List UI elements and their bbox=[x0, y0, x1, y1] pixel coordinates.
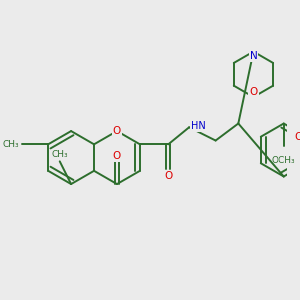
Text: O: O bbox=[113, 126, 121, 136]
Text: CH₃: CH₃ bbox=[51, 149, 68, 158]
Text: OCH₃: OCH₃ bbox=[272, 156, 296, 165]
Text: N: N bbox=[250, 51, 257, 61]
Text: O: O bbox=[295, 132, 300, 142]
Text: O: O bbox=[113, 151, 121, 161]
Text: HN: HN bbox=[191, 121, 206, 131]
Text: O: O bbox=[164, 172, 172, 182]
Text: O: O bbox=[249, 87, 258, 97]
Text: CH₃: CH₃ bbox=[2, 140, 19, 149]
